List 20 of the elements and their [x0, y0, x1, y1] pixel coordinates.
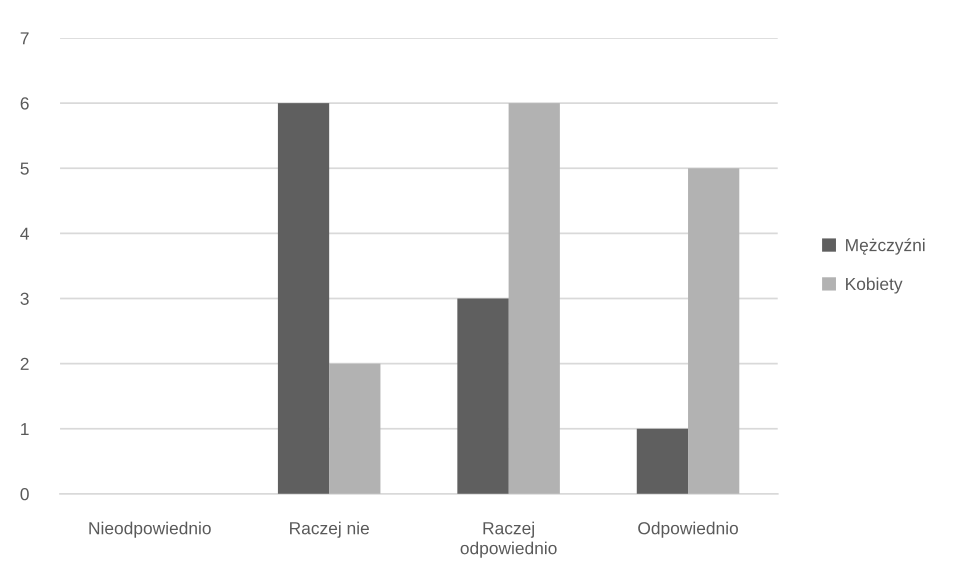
- x-tick-label: Raczej odpowiednio: [460, 522, 557, 558]
- x-tick-label: Raczej nie: [290, 522, 369, 538]
- x-tick-label: Odpowiednio: [638, 522, 738, 538]
- bar: [688, 168, 740, 494]
- bar: [278, 103, 330, 494]
- bar: [508, 103, 560, 494]
- y-tick-label: 1: [21, 423, 29, 436]
- y-tick-label: 7: [20, 32, 29, 44]
- y-tick-label: 0: [20, 488, 29, 500]
- bar: [636, 428, 688, 494]
- bar: [457, 298, 509, 494]
- y-tick-label: 4: [20, 228, 29, 240]
- x-tick-label: Nieodpowiednio: [89, 522, 211, 538]
- legend-label: Mężczyźni: [846, 238, 925, 255]
- y-tick-label: 6: [20, 97, 29, 110]
- y-tick-label: 3: [20, 292, 29, 305]
- bar: [329, 364, 380, 494]
- y-tick-label: 2: [20, 358, 29, 370]
- y-tick-label: 5: [20, 162, 29, 175]
- legend-label: Kobiety: [846, 277, 903, 294]
